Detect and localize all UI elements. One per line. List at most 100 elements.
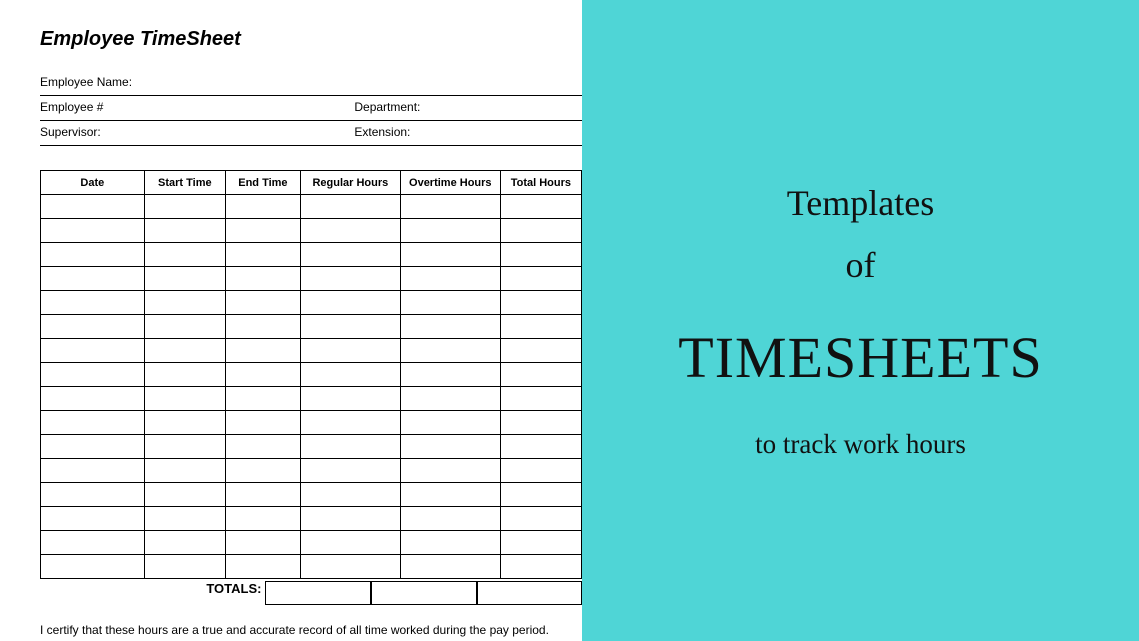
table-cell	[400, 267, 500, 291]
table-cell	[500, 195, 581, 219]
table-cell	[144, 555, 225, 579]
field-employee-num-dept: Employee # Department:	[40, 96, 582, 121]
table-cell	[400, 531, 500, 555]
table-cell	[400, 195, 500, 219]
table-cell	[41, 435, 145, 459]
table-cell	[300, 483, 400, 507]
table-cell	[400, 339, 500, 363]
table-cell	[400, 459, 500, 483]
table-cell	[41, 483, 145, 507]
totals-row: TOTALS:	[40, 581, 582, 605]
table-cell	[400, 411, 500, 435]
table-cell	[41, 291, 145, 315]
table-cell	[300, 435, 400, 459]
table-row	[41, 531, 582, 555]
department-label: Department:	[354, 100, 582, 114]
table-cell	[500, 315, 581, 339]
table-cell	[300, 531, 400, 555]
table-cell	[41, 555, 145, 579]
table-cell	[225, 339, 300, 363]
table-cell	[41, 531, 145, 555]
table-cell	[300, 507, 400, 531]
table-cell	[500, 435, 581, 459]
table-cell	[225, 195, 300, 219]
table-cell	[300, 243, 400, 267]
table-cell	[225, 387, 300, 411]
table-cell	[300, 459, 400, 483]
table-row	[41, 483, 582, 507]
table-cell	[300, 339, 400, 363]
totals-cell	[371, 581, 477, 605]
table-cell	[500, 507, 581, 531]
table-cell	[41, 411, 145, 435]
totals-cell	[477, 581, 583, 605]
timesheet-document: Employee TimeSheet Employee Name: Employ…	[0, 0, 582, 641]
table-header-row: DateStart TimeEnd TimeRegular HoursOvert…	[41, 171, 582, 195]
table-cell	[400, 243, 500, 267]
table-cell	[144, 243, 225, 267]
table-row	[41, 459, 582, 483]
table-cell	[500, 411, 581, 435]
table-row	[41, 363, 582, 387]
table-cell	[300, 555, 400, 579]
table-cell	[41, 459, 145, 483]
promo-line2: of	[846, 244, 876, 286]
table-cell	[225, 291, 300, 315]
table-cell	[225, 363, 300, 387]
table-cell	[41, 219, 145, 243]
table-cell	[500, 339, 581, 363]
table-row	[41, 267, 582, 291]
extension-label: Extension:	[354, 125, 582, 139]
table-cell	[300, 387, 400, 411]
table-cell	[41, 315, 145, 339]
table-header-cell: Overtime Hours	[400, 171, 500, 195]
table-cell	[144, 459, 225, 483]
table-cell	[300, 195, 400, 219]
totals-label: TOTALS:	[40, 581, 265, 605]
table-cell	[500, 267, 581, 291]
table-cell	[225, 411, 300, 435]
field-supervisor-ext: Supervisor: Extension:	[40, 121, 582, 146]
table-row	[41, 315, 582, 339]
table-cell	[41, 363, 145, 387]
table-row	[41, 243, 582, 267]
table-row	[41, 387, 582, 411]
table-cell	[144, 531, 225, 555]
table-cell	[144, 195, 225, 219]
promo-panel: Templates of TIMESHEETS to track work ho…	[582, 0, 1139, 641]
employee-num-label: Employee #	[40, 100, 354, 114]
table-cell	[144, 267, 225, 291]
table-cell	[400, 483, 500, 507]
table-cell	[144, 411, 225, 435]
table-cell	[500, 243, 581, 267]
table-header-cell: Start Time	[144, 171, 225, 195]
table-cell	[300, 267, 400, 291]
table-cell	[41, 507, 145, 531]
table-cell	[300, 291, 400, 315]
fields-block: Employee Name: Employee # Department: Su…	[40, 71, 582, 146]
table-cell	[500, 291, 581, 315]
table-cell	[400, 555, 500, 579]
promo-sub: to track work hours	[755, 429, 966, 460]
table-cell	[144, 339, 225, 363]
table-cell	[144, 219, 225, 243]
field-employee-name: Employee Name:	[40, 71, 582, 96]
table-header-cell: Regular Hours	[300, 171, 400, 195]
table-row	[41, 507, 582, 531]
table-row	[41, 339, 582, 363]
table-row	[41, 219, 582, 243]
table-cell	[41, 387, 145, 411]
table-cell	[400, 363, 500, 387]
table-cell	[225, 531, 300, 555]
table-cell	[300, 411, 400, 435]
table-cell	[225, 267, 300, 291]
table-cell	[400, 291, 500, 315]
table-cell	[400, 315, 500, 339]
promo-line1: Templates	[787, 182, 934, 224]
table-header-cell: End Time	[225, 171, 300, 195]
table-header-cell: Date	[41, 171, 145, 195]
table-cell	[300, 315, 400, 339]
table-cell	[144, 315, 225, 339]
certify-text: I certify that these hours are a true an…	[40, 623, 582, 637]
sheet-title: Employee TimeSheet	[40, 28, 582, 51]
